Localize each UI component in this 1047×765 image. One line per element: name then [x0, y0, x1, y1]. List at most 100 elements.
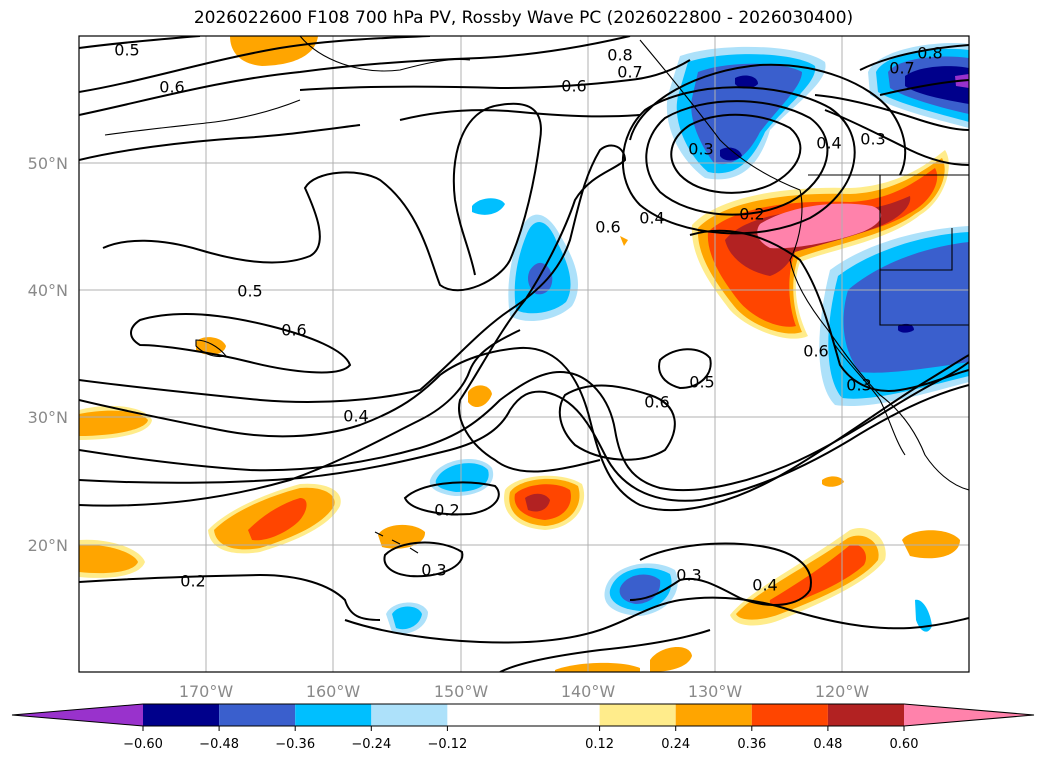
contour-label: 0.4	[639, 209, 664, 228]
map-gridlines	[79, 36, 969, 672]
contour-label: 0.8	[607, 46, 632, 65]
contour-label: 0.7	[617, 63, 642, 82]
contour-0.5-loop	[658, 348, 712, 390]
colorbar-tick-label: −0.48	[199, 737, 239, 752]
colorbar-tick-label: 0.12	[585, 737, 614, 752]
y-tick-label: 20°N	[28, 536, 68, 555]
contour-label: 0.6	[803, 342, 828, 361]
contour-east-top-2	[814, 94, 969, 131]
contour-label: 0.6	[281, 321, 306, 340]
contour-0.5-west	[102, 102, 542, 292]
contour-0.3-east	[79, 384, 969, 502]
x-tick-label: 140°W	[561, 682, 616, 701]
colorbar-tick-label: 0.60	[890, 737, 919, 752]
colorbar-tick-label: 0.24	[661, 737, 690, 752]
contour-ring-2	[645, 100, 829, 216]
contour-closed-west	[399, 109, 641, 121]
colorbar-tick-label: −0.36	[275, 737, 315, 752]
contour-0.6-wave	[558, 384, 676, 461]
contour-southern-arc	[499, 629, 711, 672]
neg-anomaly-ne-core	[905, 66, 969, 104]
colorbar-tick-label: 0.48	[813, 737, 842, 752]
contour-north-left	[79, 124, 361, 161]
x-tick-label: 120°W	[815, 682, 870, 701]
contour-0.2-south	[79, 573, 381, 621]
contour-0.4-wave	[79, 361, 969, 492]
colorbar-bin	[675, 704, 752, 726]
pos-anomaly-tiny-1	[822, 476, 844, 487]
colorbar-tick-label: −0.60	[123, 737, 163, 752]
contour-ne-0.7	[879, 79, 969, 96]
contour-label: 0.3	[676, 566, 701, 585]
contour-0.2-main	[79, 329, 521, 507]
colorbar-tick-label: −0.12	[427, 737, 467, 752]
y-axis-labels: 20°N 30°N 40°N 50°N	[28, 154, 68, 555]
contour-label: 0.4	[752, 576, 777, 595]
contour-label: 0.3	[860, 130, 885, 149]
chart-title: 2026022600 F108 700 hPa PV, Rossby Wave …	[193, 8, 854, 28]
contour-label: 0.3	[421, 561, 446, 580]
pos-anomaly-hawaii-west-strong	[248, 498, 307, 541]
x-tick-label: 160°W	[306, 682, 361, 701]
colorbar-extend-max	[904, 704, 1034, 726]
neg-anomaly-bc-core-2	[720, 147, 742, 161]
pos-anomaly-west-lower-mid	[79, 544, 138, 574]
contour-label: 0.6	[644, 393, 669, 412]
contour-label: 0.2	[180, 572, 205, 591]
x-tick-label: 170°W	[179, 682, 234, 701]
contour-label: 0.5	[689, 373, 714, 392]
contour-0.2-loop	[403, 481, 500, 516]
pos-anomaly-east-small	[902, 530, 960, 559]
contour-ring-1	[670, 113, 802, 194]
contour-0.5-north	[79, 36, 201, 49]
map-plot-area: 0.5 0.6 0.6 0.8 0.7 0.8 0.7 0.3 0.4 0.3 …	[79, 36, 969, 672]
neg-anomaly-west-us-core	[898, 323, 914, 333]
pos-anomaly-calif-core	[757, 203, 882, 249]
contour-0.4-long	[79, 144, 627, 473]
contour-label: 0.6	[561, 77, 586, 96]
colorbar-bin	[295, 704, 372, 726]
colorbar-bin	[751, 704, 828, 726]
colorbar: −0.60 −0.48 −0.36 −0.24 −0.12 0.12 0.24 0.36 0.4…	[11, 703, 1035, 752]
contour-labels: 0.5 0.6 0.6 0.8 0.7 0.8 0.7 0.3 0.4 0.3 …	[114, 41, 942, 595]
x-tick-label: 150°W	[434, 682, 489, 701]
contour-0.6-loop	[130, 313, 352, 374]
pos-anomaly-small-mid	[468, 385, 492, 408]
neg-anomaly-west-us-dark	[843, 242, 969, 373]
contour-label: 0.3	[846, 376, 871, 395]
pos-anomaly-bottom-2	[650, 646, 692, 672]
contour-label: 0.6	[595, 218, 620, 237]
contour-label: 0.5	[237, 282, 262, 301]
contour-label: 0.6	[159, 78, 184, 97]
neg-anomaly-sub-1-mid	[435, 463, 489, 492]
neg-anomaly-far-east-small	[915, 599, 932, 632]
colorbar-bin	[447, 704, 600, 726]
colorbar-bin	[827, 704, 904, 726]
contour-label: 0.2	[434, 501, 459, 520]
contour-label: 0.4	[343, 407, 368, 426]
contour-0.6-east	[689, 229, 969, 392]
neg-anomaly-bc-core	[735, 75, 758, 89]
neg-anomaly-small-north	[472, 198, 505, 215]
contour-label: 0.5	[114, 41, 139, 60]
contour-0.6-mid	[299, 59, 691, 91]
colorbar-extend-min	[12, 704, 143, 726]
contour-0.6-north	[79, 36, 431, 93]
contour-ring-4	[629, 63, 907, 176]
contour-label: 0.8	[917, 44, 942, 63]
pv-contours	[79, 36, 969, 672]
contour-ring-3	[621, 86, 856, 235]
colorbar-bin	[599, 704, 676, 726]
contour-0.6-upper	[79, 36, 631, 116]
y-tick-label: 50°N	[28, 154, 68, 173]
contour-label: 0.3	[688, 140, 713, 159]
contour-0.3-loop	[383, 541, 464, 578]
colorbar-tick-label: 0.36	[737, 737, 766, 752]
pos-anomaly-top	[230, 36, 318, 66]
contour-ne-0.8	[859, 44, 969, 71]
contour-label: 0.2	[739, 205, 764, 224]
x-tick-label: 130°W	[688, 682, 743, 701]
map-frame	[78, 35, 970, 673]
contour-east-top	[824, 109, 969, 166]
